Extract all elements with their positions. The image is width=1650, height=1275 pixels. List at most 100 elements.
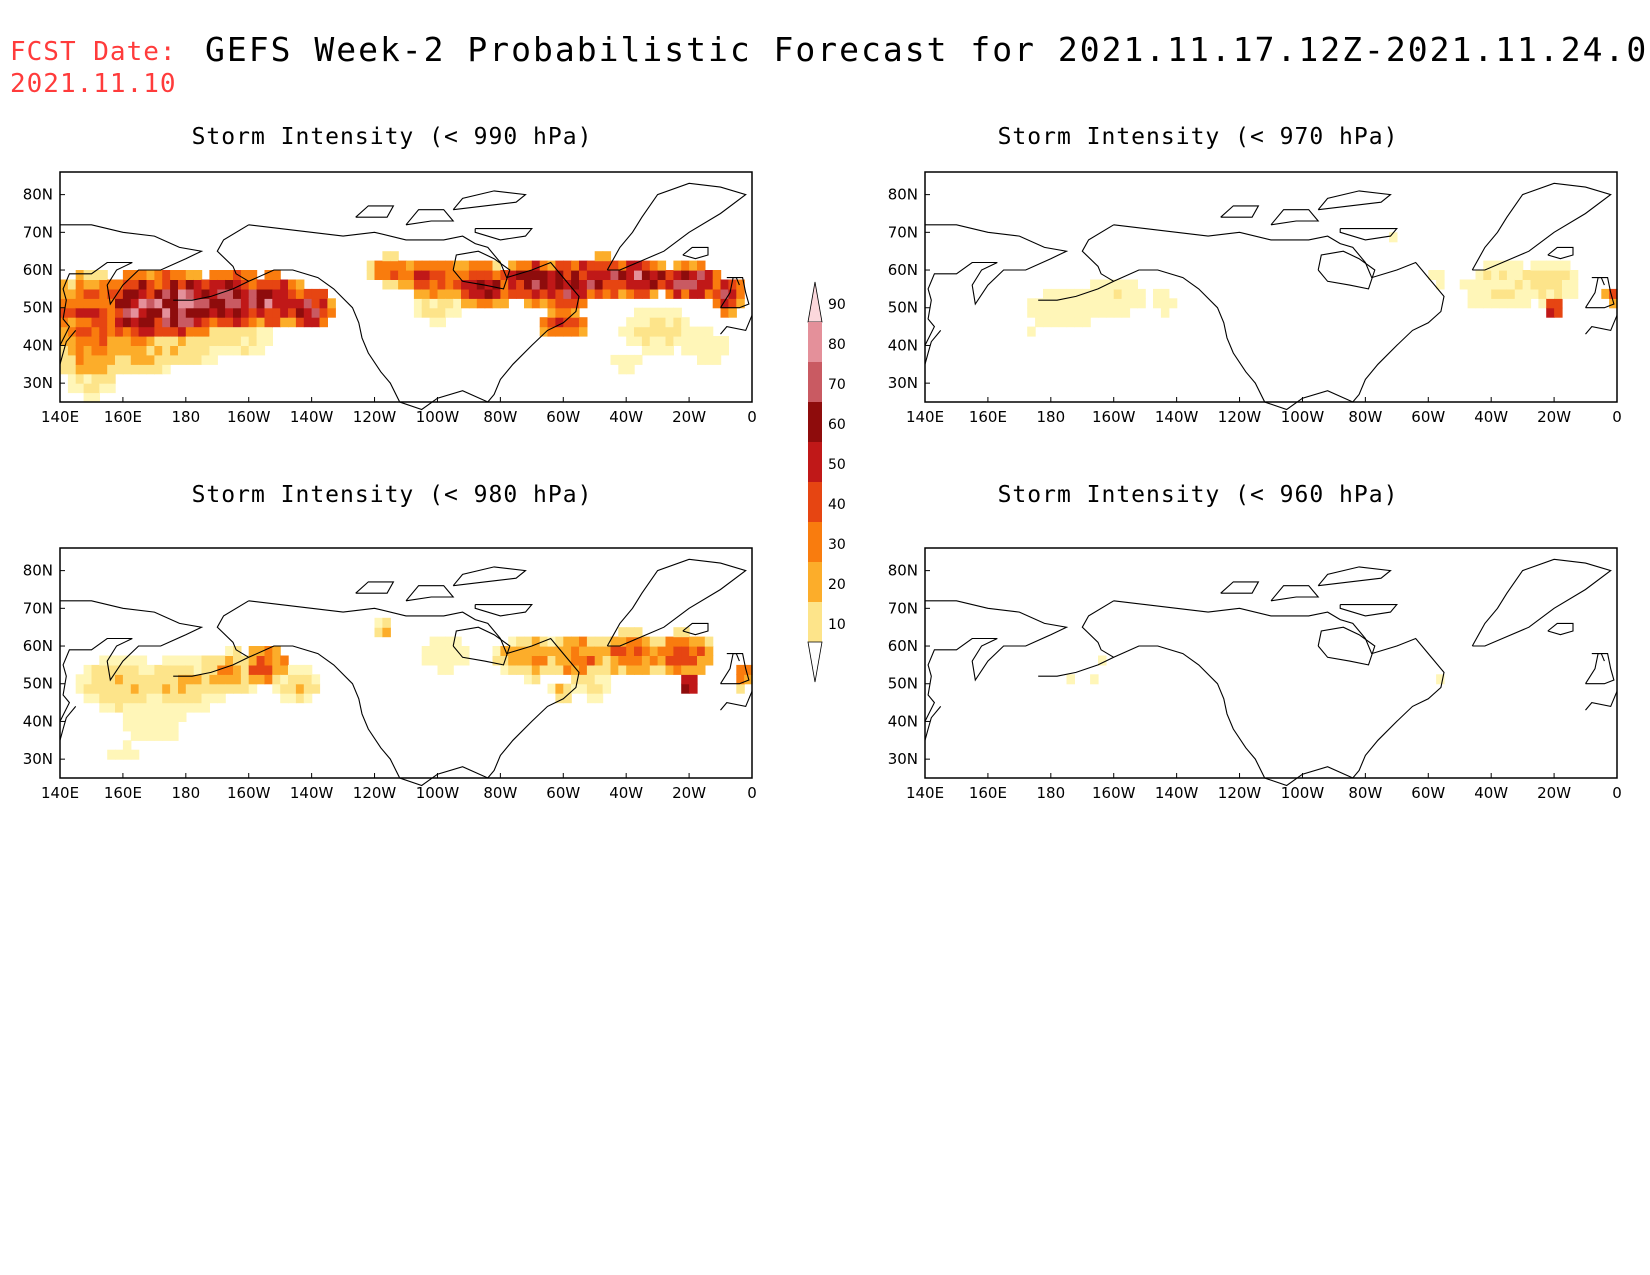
prob-cell	[1153, 298, 1162, 309]
prob-cell	[712, 270, 722, 280]
prob-cell	[1554, 279, 1563, 290]
prob-cell	[327, 298, 336, 309]
prob-cell	[146, 317, 155, 328]
prob-cell	[689, 270, 698, 280]
prob-cell	[594, 683, 604, 694]
prob-cell	[657, 279, 667, 290]
prob-cell	[99, 270, 108, 280]
prob-cell	[697, 354, 706, 365]
prob-cell	[461, 288, 470, 299]
lon-tick-label: 100W	[1281, 784, 1325, 802]
prob-cell	[162, 345, 171, 356]
prob-cell	[516, 260, 525, 271]
prob-cell	[579, 317, 588, 328]
lon-tick-label: 100W	[416, 408, 460, 426]
prob-cell	[461, 298, 470, 309]
prob-cell	[225, 288, 234, 299]
prob-cell	[162, 354, 171, 365]
prob-cell	[500, 664, 509, 675]
prob-cell	[217, 336, 226, 346]
prob-cell	[618, 260, 627, 271]
lon-tick-label: 20W	[1537, 408, 1571, 426]
prob-cell	[60, 317, 69, 328]
prob-cell	[303, 683, 313, 694]
prob-cell	[649, 655, 659, 666]
prob-cell	[524, 646, 533, 656]
coastline	[474, 604, 533, 617]
prob-cell	[673, 655, 682, 666]
prob-cell	[248, 298, 258, 309]
prob-cell	[563, 260, 572, 271]
prob-cell	[1506, 298, 1516, 309]
prob-cell	[122, 317, 132, 328]
prob-cell	[516, 646, 525, 656]
prob-cell	[122, 740, 132, 751]
prob-cell	[233, 288, 242, 299]
lon-tick-label: 60W	[546, 408, 580, 426]
prob-cell	[1090, 288, 1099, 299]
prob-cell	[689, 345, 698, 356]
coastline	[1317, 190, 1392, 211]
prob-cell	[107, 317, 116, 328]
prob-cell	[83, 683, 93, 694]
prob-cell	[91, 317, 100, 328]
prob-cell	[264, 270, 273, 280]
coastline	[726, 277, 740, 286]
prob-cell	[1499, 260, 1508, 271]
prob-cell	[67, 354, 77, 365]
map-panel-960: 140E 160E 180 160W 140W 120W 100W 80W 60W 40W 20W 0…	[888, 547, 1622, 802]
probability-field	[60, 251, 745, 403]
prob-cell	[697, 636, 706, 647]
prob-cell	[170, 279, 179, 290]
prob-cell	[634, 627, 643, 638]
prob-cell	[366, 270, 376, 280]
coastline	[682, 622, 709, 636]
lon-tick-label: 160W	[227, 408, 271, 426]
prob-cell	[256, 288, 266, 299]
prob-cell	[704, 270, 714, 280]
prob-cell	[107, 693, 116, 704]
prob-cell	[547, 260, 556, 271]
prob-cell	[75, 336, 85, 346]
prob-cell	[626, 317, 635, 328]
coastline	[1220, 581, 1260, 594]
probability-field	[1027, 232, 1618, 337]
prob-cell	[657, 260, 667, 271]
prob-cell	[406, 270, 415, 280]
prob-cell	[295, 298, 305, 309]
prob-cell	[264, 646, 273, 656]
prob-cell	[484, 298, 494, 309]
prob-cell	[586, 260, 596, 271]
prob-cell	[115, 655, 124, 666]
prob-cell	[1121, 288, 1131, 299]
prob-cell	[492, 655, 501, 666]
prob-cell	[641, 279, 651, 290]
prob-cell	[665, 288, 674, 299]
prob-cell	[115, 693, 124, 704]
prob-cell	[99, 354, 108, 365]
prob-cell	[130, 354, 140, 365]
prob-cell	[610, 646, 619, 656]
colorbar-swatch	[808, 362, 822, 402]
prob-cell	[217, 326, 226, 337]
prob-cell	[1160, 307, 1170, 318]
prob-cell	[83, 317, 93, 328]
prob-cell	[398, 270, 407, 280]
prob-cell	[649, 270, 659, 280]
coastline	[606, 558, 747, 647]
prob-cell	[602, 674, 612, 685]
prob-cell	[248, 279, 258, 290]
prob-cell	[610, 288, 619, 299]
coastline	[173, 656, 249, 677]
prob-cell	[248, 317, 258, 328]
prob-cell	[60, 336, 69, 346]
prob-cell	[657, 326, 667, 337]
prob-cell	[421, 307, 431, 318]
prob-cell	[571, 260, 580, 271]
prob-cell	[1098, 288, 1107, 299]
prob-cell	[107, 307, 116, 318]
prob-cell	[107, 345, 116, 356]
prob-cell	[233, 326, 242, 337]
prob-cell	[594, 674, 604, 685]
coastline	[216, 224, 580, 411]
